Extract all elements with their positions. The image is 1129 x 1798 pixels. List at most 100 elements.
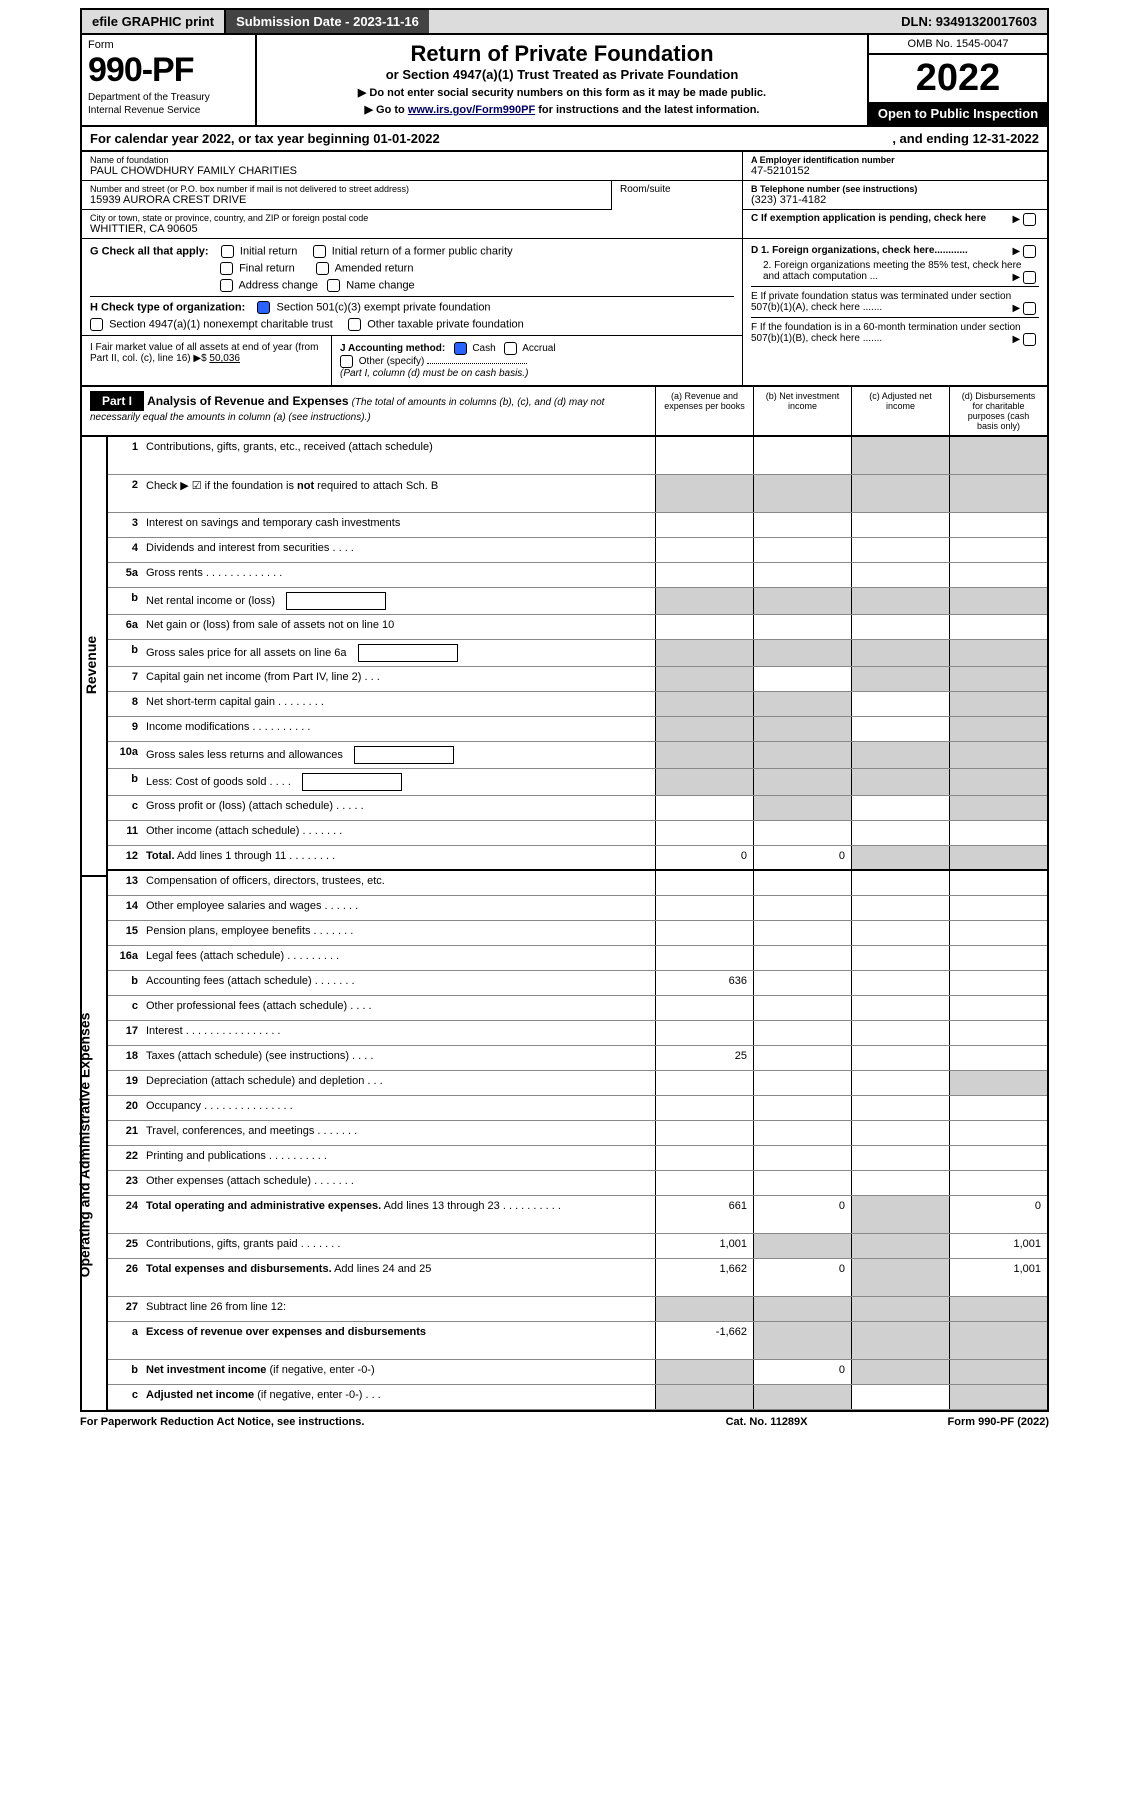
table-row: bNet rental income or (loss)	[108, 588, 1047, 615]
irs-link[interactable]: www.irs.gov/Form990PF	[408, 104, 535, 116]
col-b-header: (b) Net investment income	[753, 387, 851, 435]
other-method-checkbox[interactable]	[340, 355, 353, 368]
table-row: 9Income modifications . . . . . . . . . …	[108, 717, 1047, 742]
table-row: 24Total operating and administrative exp…	[108, 1196, 1047, 1234]
fmv-value: 50,036	[209, 353, 240, 364]
part1-title: Analysis of Revenue and Expenses	[147, 394, 348, 408]
inspection-label: Open to Public Inspection	[869, 102, 1047, 125]
form-label: Form	[88, 39, 249, 51]
form-footer-label: Form 990-PF (2022)	[948, 1416, 1049, 1428]
main-table: Revenue Operating and Administrative Exp…	[80, 437, 1049, 1412]
ein-value: 47-5210152	[751, 165, 1039, 177]
ein-label: A Employer identification number	[751, 155, 1039, 165]
table-row: 1Contributions, gifts, grants, etc., rec…	[108, 437, 1047, 475]
table-row: 16aLegal fees (attach schedule) . . . . …	[108, 946, 1047, 971]
exemption-checkbox[interactable]	[1023, 213, 1036, 226]
address-change-checkbox[interactable]	[220, 279, 233, 292]
room-label: Room/suite	[612, 181, 742, 210]
page-footer: For Paperwork Reduction Act Notice, see …	[80, 1412, 1049, 1432]
cash-checkbox[interactable]	[454, 342, 467, 355]
addr-label: Number and street (or P.O. box number if…	[90, 184, 603, 194]
table-row: 6aNet gain or (loss) from sale of assets…	[108, 615, 1047, 640]
table-row: 11Other income (attach schedule) . . . .…	[108, 821, 1047, 846]
table-row: 15Pension plans, employee benefits . . .…	[108, 921, 1047, 946]
dln-label: DLN: 93491320017603	[891, 10, 1047, 33]
table-row: 14Other employee salaries and wages . . …	[108, 896, 1047, 921]
form-subtitle: or Section 4947(a)(1) Trust Treated as P…	[263, 67, 861, 82]
omb-number: OMB No. 1545-0047	[869, 35, 1047, 55]
phone-value: (323) 371-4182	[751, 194, 1039, 206]
table-row: aExcess of revenue over expenses and dis…	[108, 1322, 1047, 1360]
efile-print-button[interactable]: efile GRAPHIC print	[82, 10, 226, 33]
table-row: 25Contributions, gifts, grants paid . . …	[108, 1234, 1047, 1259]
accrual-checkbox[interactable]	[504, 342, 517, 355]
table-row: cOther professional fees (attach schedul…	[108, 996, 1047, 1021]
part1-header-row: Part I Analysis of Revenue and Expenses …	[80, 387, 1049, 437]
form-number: 990-PF	[88, 51, 249, 90]
col-d-header: (d) Disbursements for charitable purpose…	[949, 387, 1047, 435]
revenue-label: Revenue	[83, 636, 99, 694]
table-row: 20Occupancy . . . . . . . . . . . . . . …	[108, 1096, 1047, 1121]
foreign-checkbox[interactable]	[1023, 245, 1036, 258]
terminated-checkbox[interactable]	[1023, 302, 1036, 315]
foreign-85-checkbox[interactable]	[1023, 271, 1036, 284]
table-row: 4Dividends and interest from securities …	[108, 538, 1047, 563]
initial-former-checkbox[interactable]	[313, 245, 326, 258]
table-row: 7Capital gain net income (from Part IV, …	[108, 667, 1047, 692]
foundation-name: PAUL CHOWDHURY FAMILY CHARITIES	[90, 165, 734, 177]
amended-return-checkbox[interactable]	[316, 262, 329, 275]
final-return-checkbox[interactable]	[220, 262, 233, 275]
top-bar: efile GRAPHIC print Submission Date - 20…	[80, 8, 1049, 35]
table-row: 21Travel, conferences, and meetings . . …	[108, 1121, 1047, 1146]
table-row: cGross profit or (loss) (attach schedule…	[108, 796, 1047, 821]
phone-label: B Telephone number (see instructions)	[751, 184, 1039, 194]
501c3-checkbox[interactable]	[257, 301, 270, 314]
table-row: 3Interest on savings and temporary cash …	[108, 513, 1047, 538]
table-row: 17Interest . . . . . . . . . . . . . . .…	[108, 1021, 1047, 1046]
other-taxable-checkbox[interactable]	[348, 318, 361, 331]
paperwork-notice: For Paperwork Reduction Act Notice, see …	[80, 1416, 364, 1428]
name-change-checkbox[interactable]	[327, 279, 340, 292]
form-header: Form 990-PF Department of the Treasury I…	[80, 35, 1049, 127]
city-label: City or town, state or province, country…	[90, 213, 734, 223]
dept-line2: Internal Revenue Service	[88, 105, 249, 116]
catalog-number: Cat. No. 11289X	[726, 1416, 808, 1428]
table-row: cAdjusted net income (if negative, enter…	[108, 1385, 1047, 1410]
name-label: Name of foundation	[90, 155, 734, 165]
tax-year: 2022	[869, 55, 1047, 102]
table-row: 22Printing and publications . . . . . . …	[108, 1146, 1047, 1171]
table-row: 19Depreciation (attach schedule) and dep…	[108, 1071, 1047, 1096]
table-row: 12Total. Add lines 1 through 11 . . . . …	[108, 846, 1047, 871]
table-row: bLess: Cost of goods sold . . . .	[108, 769, 1047, 796]
check-section: G Check all that apply: Initial return I…	[80, 239, 1049, 387]
table-row: bAccounting fees (attach schedule) . . .…	[108, 971, 1047, 996]
table-row: 23Other expenses (attach schedule) . . .…	[108, 1171, 1047, 1196]
table-row: bGross sales price for all assets on lin…	[108, 640, 1047, 667]
expenses-label: Operating and Administrative Expenses	[76, 1013, 92, 1278]
table-row: 27Subtract line 26 from line 12:	[108, 1297, 1047, 1322]
table-row: 5aGross rents . . . . . . . . . . . . .	[108, 563, 1047, 588]
col-a-header: (a) Revenue and expenses per books	[655, 387, 753, 435]
4947a1-checkbox[interactable]	[90, 318, 103, 331]
table-row: 13Compensation of officers, directors, t…	[108, 871, 1047, 896]
submission-date: Submission Date - 2023-11-16	[226, 10, 429, 33]
form-title: Return of Private Foundation	[263, 41, 861, 67]
foundation-city: WHITTIER, CA 90605	[90, 223, 734, 235]
60month-checkbox[interactable]	[1023, 333, 1036, 346]
fmv-label: I Fair market value of all assets at end…	[90, 342, 318, 364]
ssn-note: ▶ Do not enter social security numbers o…	[263, 86, 861, 99]
table-row: 8Net short-term capital gain . . . . . .…	[108, 692, 1047, 717]
table-row: 18Taxes (attach schedule) (see instructi…	[108, 1046, 1047, 1071]
part1-label: Part I	[90, 391, 144, 411]
calendar-year-row: For calendar year 2022, or tax year begi…	[80, 127, 1049, 152]
link-note: ▶ Go to www.irs.gov/Form990PF for instru…	[263, 103, 861, 116]
initial-return-checkbox[interactable]	[221, 245, 234, 258]
table-row: 2Check ▶ ☑ if the foundation is not requ…	[108, 475, 1047, 513]
table-row: bNet investment income (if negative, ent…	[108, 1360, 1047, 1385]
table-row: 26Total expenses and disbursements. Add …	[108, 1259, 1047, 1297]
dept-line1: Department of the Treasury	[88, 92, 249, 103]
table-row: 10aGross sales less returns and allowanc…	[108, 742, 1047, 769]
foundation-info: Name of foundation PAUL CHOWDHURY FAMILY…	[80, 152, 1049, 239]
col-c-header: (c) Adjusted net income	[851, 387, 949, 435]
exemption-label: C If exemption application is pending, c…	[751, 213, 986, 224]
